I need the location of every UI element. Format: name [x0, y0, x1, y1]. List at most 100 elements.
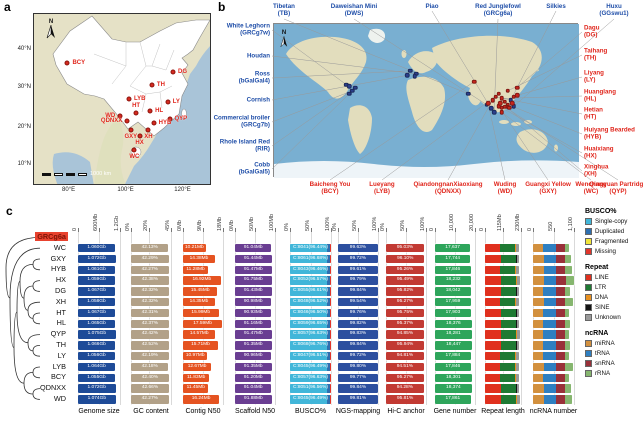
bar-value: 42.27% [141, 266, 158, 272]
row-label-text: LYB [52, 361, 66, 371]
legend-group-Repeat: Repeat LINE LTR DNA SINE Unknown [585, 264, 643, 321]
axis-tick-mark [435, 228, 436, 232]
bar-value: 10.21Mb [185, 244, 204, 250]
bar-segment [485, 319, 501, 329]
legend-swatch-icon [585, 248, 592, 255]
bar-segment [485, 287, 501, 296]
bar-ngs-HX: 99.79% [337, 275, 379, 286]
breed-label-left-4: Commercial broiler (GRCg7b) [214, 115, 270, 130]
bar-value: 90.93Mb [243, 309, 263, 315]
sample-dot-DG [170, 69, 176, 75]
bar-segment [517, 395, 520, 404]
gridline [203, 232, 204, 405]
bar-segment [485, 308, 501, 318]
bar-scaffold-QYP: 91.47Mb [234, 329, 273, 340]
bar-ngs-XH: 99.54% [337, 296, 379, 308]
gridline [255, 232, 256, 405]
bar-value: 42.32% [141, 298, 158, 304]
bar-segment [516, 287, 520, 296]
legend-item-snRNA: snRNA [585, 360, 643, 367]
bar-segment [543, 384, 557, 393]
axis-tick-mark [455, 228, 456, 232]
bar-value: 18,447 [446, 342, 461, 348]
leader-line [271, 75, 408, 101]
gridline [310, 232, 312, 405]
legend-item-SINE: SINE [585, 304, 643, 311]
bar-contig-HL: 17.59Mb [181, 318, 224, 330]
scale-label: 1000 km [90, 171, 112, 177]
axis-tick-mark [533, 228, 534, 232]
bar-value: C:8051(96.56%) [293, 385, 328, 391]
bar-value: 99.61% [349, 266, 367, 272]
bar-contig-QYP: 14.57Mb [181, 329, 217, 340]
bar-contig-WC: 10.21Mb [182, 242, 207, 254]
column-label-hic: Hi-C anchor [387, 407, 425, 415]
axis-tick-label: 0 [479, 227, 485, 231]
axis-tick-mark [131, 228, 132, 232]
bar-segment [500, 330, 516, 339]
axis-tick-label: 20,000 [469, 213, 475, 231]
bar-value: 11.83Mb [186, 374, 206, 380]
bar-value: C:8041(96.44%) [293, 244, 328, 250]
bar-value: 18,301 [445, 374, 461, 380]
bar-busco-HYB: C:8043(96.46%) [289, 264, 332, 276]
breed-dot-ref [350, 88, 355, 93]
bar-segment [516, 384, 520, 393]
bar-value: 42.52% [141, 342, 159, 348]
bar-segment [516, 308, 520, 318]
legend-item-DNA: DNA [585, 294, 643, 301]
bar-segment [327, 351, 330, 361]
gridline [331, 232, 332, 405]
bar-segment [564, 243, 569, 253]
bar-value: 99.84% [349, 385, 367, 391]
bar-segment [327, 373, 330, 383]
bar-segment [555, 308, 565, 318]
breed-label-line: Piao [425, 3, 439, 10]
bar-value: 42.29% [141, 255, 158, 261]
legend-title: BUSCO% [585, 208, 617, 215]
legend-title: Repeat [585, 264, 609, 271]
bar-contig-LYB: 12.67Mb [181, 361, 213, 373]
axis-tick-label: 50Mb [249, 217, 255, 231]
axis-tick-mark [521, 228, 522, 232]
gridline [455, 232, 456, 405]
legend-item-LINE: LINE [585, 274, 643, 281]
bar-segment [485, 362, 501, 372]
axis-tick-label: 0 [429, 227, 435, 231]
bar-segment [555, 373, 565, 383]
bar-hic-QDNXX: 94.28% [385, 383, 425, 394]
bar-genome-QDNXX: 1.072Gb [77, 383, 117, 394]
bar-genome-QYP: 1.075Gb [77, 329, 117, 340]
breed-label-line: (WD) [497, 188, 513, 196]
bar-repeat-LYB [483, 361, 521, 373]
axis-tick-mark [203, 228, 204, 232]
phylogenetic-tree [5, 237, 41, 400]
bar-segment [533, 297, 544, 307]
bar-value: 91.35Mb [243, 363, 263, 369]
bar-segment [329, 341, 331, 350]
bar-segment [327, 384, 330, 393]
breed-label-line: Cornish [246, 96, 270, 104]
axis-tick-mark [574, 228, 575, 232]
breed-label-bottom-6: Qingyuan Partridge (QYP) [589, 181, 643, 196]
bar-genome-HL: 1.065Gb [76, 318, 117, 330]
axis-tick-label: 45% [165, 219, 171, 231]
bar-scaffold-QDNXX: 91.04Mb [233, 383, 273, 394]
bar-scaffold-BCY: 91.20Mb [233, 372, 273, 384]
bar-value: 95.26% [396, 266, 414, 272]
row-label-WC: WC [10, 243, 68, 254]
breed-label-line: Baicheng You [309, 181, 351, 188]
gridline [235, 232, 236, 405]
bar-value: 1.065Gb [87, 320, 106, 326]
bar-ncrna-QYP [532, 329, 570, 340]
bar-hic-GXY: 96.10% [384, 253, 426, 265]
bar-ncrna-WC [532, 242, 570, 254]
bar-gc-HYB: 42.27% [130, 264, 170, 276]
bar-value: 18,232 [445, 277, 461, 283]
gridline [290, 232, 291, 405]
bar-segment [500, 395, 516, 404]
axis-tick-mark [475, 228, 476, 232]
gridline [485, 232, 486, 405]
bar-value: 99.72% [349, 352, 367, 358]
legend-item-miRNA: miRNA [585, 340, 643, 347]
